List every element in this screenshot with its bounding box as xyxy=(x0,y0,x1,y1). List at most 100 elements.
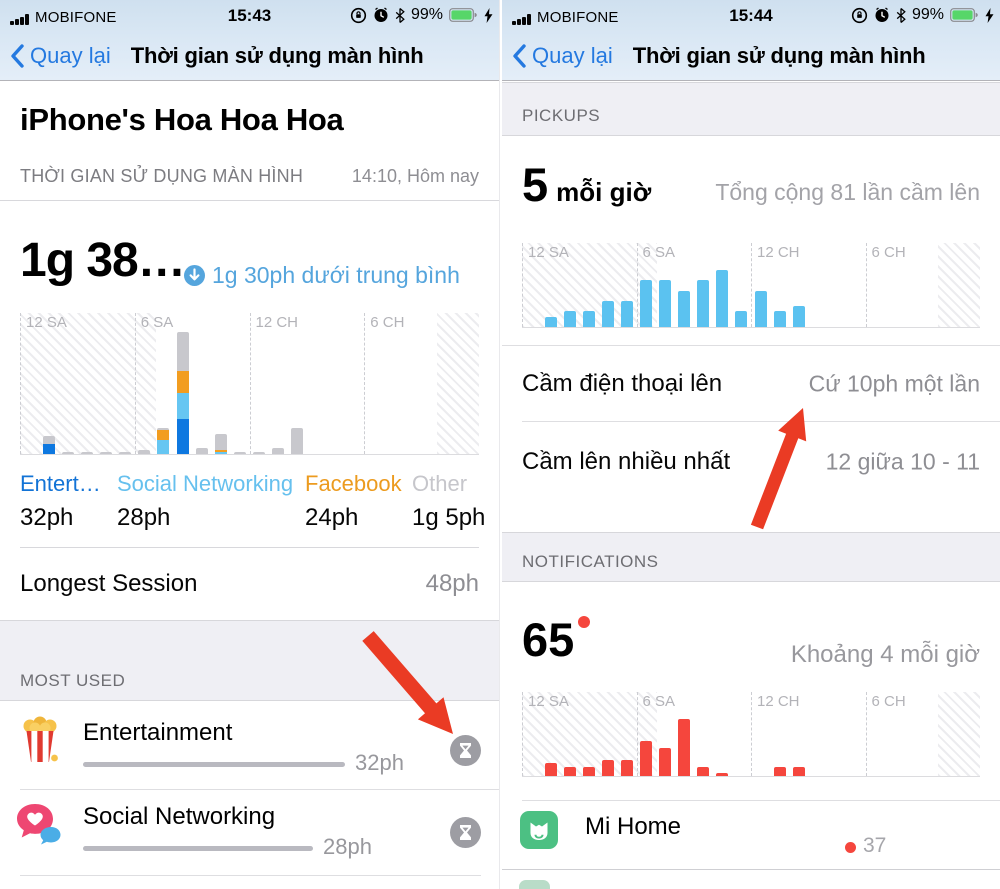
first-pickup-label: Cầm điện thoại lên xyxy=(522,370,723,397)
notifications-bar xyxy=(544,763,557,776)
orientation-lock-icon xyxy=(851,7,868,23)
signal-bar-icon xyxy=(25,14,29,25)
notifications-header: NOTIFICATIONS xyxy=(522,552,659,571)
chat-bubbles-icon xyxy=(17,804,61,845)
back-button[interactable]: Quay lại xyxy=(0,43,111,69)
stacked-usage-bar xyxy=(100,452,112,454)
bar-segment-other xyxy=(272,448,285,454)
pickups-bar xyxy=(716,270,729,327)
stacked-usage-bar xyxy=(42,436,55,454)
chart-hatched-region xyxy=(522,692,658,776)
stacked-usage-bar xyxy=(291,428,304,454)
bluetooth-icon xyxy=(395,7,405,23)
chart-hatched-region xyxy=(938,243,980,327)
most-pickups-value: 12 giữa 10 - 11 xyxy=(825,448,980,475)
usage-progress-bar xyxy=(83,846,313,851)
first-pickup-row: Cầm điện thoại lên Cứ 10ph một lần xyxy=(502,345,1000,422)
stacked-usage-bar xyxy=(176,332,189,454)
legend-value-social: 28ph xyxy=(117,504,171,531)
notifications-bar xyxy=(563,766,576,776)
stacked-usage-bar xyxy=(157,428,170,454)
chart-tick-label: 6 CH xyxy=(871,244,906,261)
row-divider xyxy=(502,869,1000,870)
notifications-bar xyxy=(773,766,786,776)
chart-hatched-region xyxy=(20,313,156,454)
bar-segment-other xyxy=(100,452,112,454)
notifications-bar xyxy=(620,760,633,776)
signal-carrier: MOBIFONE xyxy=(10,8,117,26)
bar-segment-other xyxy=(157,428,170,431)
battery-icon xyxy=(950,8,978,22)
pickups-bar xyxy=(582,311,595,327)
signal-bar-icon xyxy=(15,19,19,25)
pickups-bar xyxy=(792,306,805,327)
bar-segment-other xyxy=(176,332,189,372)
back-label: Quay lại xyxy=(30,42,111,68)
bar-segment-entertainment xyxy=(42,444,55,454)
right-screen: MOBIFONE 15:44 99% Quay lại Thời gian sử… xyxy=(502,0,1000,889)
bar-segment-entertainment xyxy=(176,418,189,454)
chart-tick-label: 12 CH xyxy=(757,244,800,261)
pickups-band: PICKUPS xyxy=(502,82,1000,136)
notifications-rate: Khoảng 4 mỗi giờ xyxy=(790,641,980,668)
chart-gridline xyxy=(865,243,867,327)
most-used-row-entertainment[interactable]: Entertainment 32ph xyxy=(0,702,499,790)
most-used-header: MOST USED xyxy=(20,671,126,690)
charging-bolt-icon xyxy=(985,7,994,23)
signal-bar-icon xyxy=(522,16,526,25)
nav-title: Thời gian sử dụng màn hình xyxy=(632,42,926,68)
chart-tick-label: 12 CH xyxy=(757,693,800,710)
pickups-header: PICKUPS xyxy=(522,106,601,125)
bar-segment-other xyxy=(291,428,304,454)
bar-segment-other xyxy=(61,452,74,454)
pickups-rate: 5 mỗi giờ xyxy=(522,157,651,212)
updated-time: 14:10, Hôm nay xyxy=(351,166,479,186)
partial-next-app-icon xyxy=(519,880,550,889)
pickups-bar xyxy=(620,301,633,327)
notification-app-row[interactable]: Mi Home 37 xyxy=(502,800,1000,870)
stacked-usage-bar xyxy=(119,452,132,454)
carrier-label: MOBIFONE xyxy=(537,9,619,26)
usage-by-hour-chart: 12 SA 6 SA 12 CH 6 CH xyxy=(20,313,479,455)
notifications-count-line: 65 xyxy=(522,612,591,667)
legend-label-other: Other xyxy=(412,471,468,496)
battery-percent: 99% xyxy=(911,6,944,23)
back-button[interactable]: Quay lại xyxy=(502,43,613,69)
app-name: Entertainment xyxy=(83,719,233,746)
chart-gridline xyxy=(636,692,638,776)
time-limit-hourglass-button[interactable] xyxy=(450,735,481,766)
total-screen-time: 1g 38… xyxy=(20,234,186,287)
longest-session-row: Longest Session 48ph xyxy=(20,547,479,619)
most-used-row-social[interactable]: Social Networking 28ph xyxy=(0,790,499,876)
most-pickups-label: Cầm lên nhiều nhất xyxy=(522,448,731,475)
statusbar-navbar-left: MOBIFONE 15:43 99% Quay lại Thời gian sử… xyxy=(0,0,499,81)
pickups-bar xyxy=(544,316,557,327)
chart-gridline xyxy=(522,243,523,327)
legend-label-entertainment: Entert… xyxy=(20,471,101,496)
stacked-usage-bar xyxy=(61,452,74,454)
notifications-bar xyxy=(716,772,729,776)
pickups-bar xyxy=(735,311,748,327)
time-limit-hourglass-button[interactable] xyxy=(450,817,481,848)
notifications-bar xyxy=(640,741,652,776)
bar-segment-facebook xyxy=(157,430,170,441)
pickups-bar xyxy=(563,311,576,327)
notifications-bar xyxy=(659,747,672,776)
orientation-lock-icon xyxy=(350,7,367,23)
chart-tick-label: 12 SA xyxy=(26,314,67,331)
pickups-bar xyxy=(773,311,786,327)
below-average-note: 1g 30ph dưới trung bình xyxy=(184,262,460,289)
most-used-band: MOST USED xyxy=(0,620,499,701)
chart-tick-label: 12 SA xyxy=(528,693,569,710)
back-chevron-icon xyxy=(11,43,24,68)
arrow-down-circle-icon xyxy=(184,265,205,286)
chart-gridline xyxy=(364,313,366,454)
bar-segment-other xyxy=(195,448,208,454)
pickups-bar xyxy=(697,280,710,327)
chart-tick-label: 12 CH xyxy=(255,314,299,331)
stacked-usage-bar xyxy=(253,452,265,454)
notification-dot-icon xyxy=(578,616,591,628)
status-icons: 99% xyxy=(350,6,493,24)
screen-time-label: THỜI GIAN SỬ DỤNG MÀN HÌNH xyxy=(20,166,304,186)
pickups-bar xyxy=(678,290,691,327)
